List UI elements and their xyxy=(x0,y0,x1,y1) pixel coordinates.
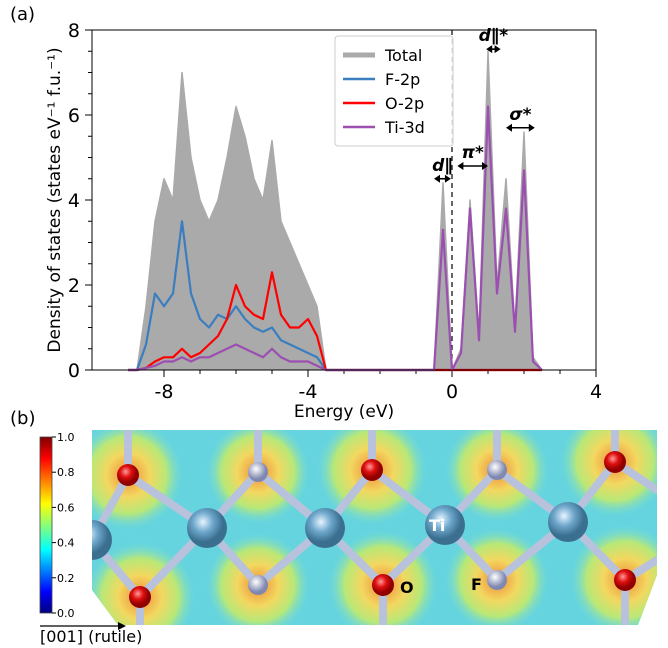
plot-frame xyxy=(91,29,597,371)
legend-label: Total xyxy=(384,46,422,65)
y-tick-label: 8 xyxy=(68,20,80,42)
annotation-label: σ* xyxy=(509,105,531,125)
direction-arrow-head xyxy=(118,622,126,630)
structure-panel: Ti O F 0.0 0.2 0.4 0.6 0.8 1.0 [001] (rutile) xyxy=(39,430,657,646)
charge-density-map xyxy=(92,430,657,625)
atom-label: Ti xyxy=(429,516,445,535)
annotation-arrowhead xyxy=(434,174,451,183)
colorbar-tick-label: 0.2 xyxy=(57,572,75,585)
y-tick-label: 2 xyxy=(68,275,80,297)
x-axis-label: Energy (eV) xyxy=(294,402,394,422)
annotation-label: π* xyxy=(462,143,484,163)
dos-chart: 0 2 4 6 8 -8 -4 0 4 Energy (eV) Density of states … xyxy=(45,20,602,422)
annotation-label: d∥ xyxy=(432,156,453,176)
legend-label: O-2p xyxy=(385,94,424,113)
direction-label: [001] (rutile) xyxy=(40,627,142,646)
annotation-label: d∥* xyxy=(479,26,509,46)
x-tick-label: -4 xyxy=(299,381,318,403)
legend-label: Ti-3d xyxy=(384,118,425,137)
atom-label: F xyxy=(471,575,482,594)
y-tick-label: 0 xyxy=(68,360,80,382)
colorbar-tick-label: 0.6 xyxy=(57,501,75,514)
x-tick-label: -8 xyxy=(155,381,174,403)
colorbar-tick-label: 0.4 xyxy=(57,537,75,550)
colorbar-ticks: 0.0 0.2 0.4 0.6 0.8 1.0 xyxy=(52,431,75,620)
colorbar-tick-label: 1.0 xyxy=(57,431,75,444)
colorbar-tick-label: 0.8 xyxy=(57,466,75,479)
legend-box xyxy=(334,35,454,147)
annotation-arrowhead xyxy=(506,123,535,132)
panel-label: (b) xyxy=(10,408,35,429)
legend-label: F-2p xyxy=(385,70,420,89)
colorbar xyxy=(39,436,53,614)
x-tick-label: 4 xyxy=(590,381,602,403)
y-axis-label: Density of states (states eV⁻¹ f.u.⁻¹) xyxy=(45,47,65,352)
atom-label: O xyxy=(400,578,414,597)
panel-label: (a) xyxy=(10,4,35,25)
x-tick-label: 0 xyxy=(446,381,458,403)
annotation-arrowhead xyxy=(486,45,501,54)
y-tick-label: 6 xyxy=(68,105,80,127)
colorbar-tick-label: 0.0 xyxy=(57,607,75,620)
y-tick-label: 4 xyxy=(68,190,80,212)
